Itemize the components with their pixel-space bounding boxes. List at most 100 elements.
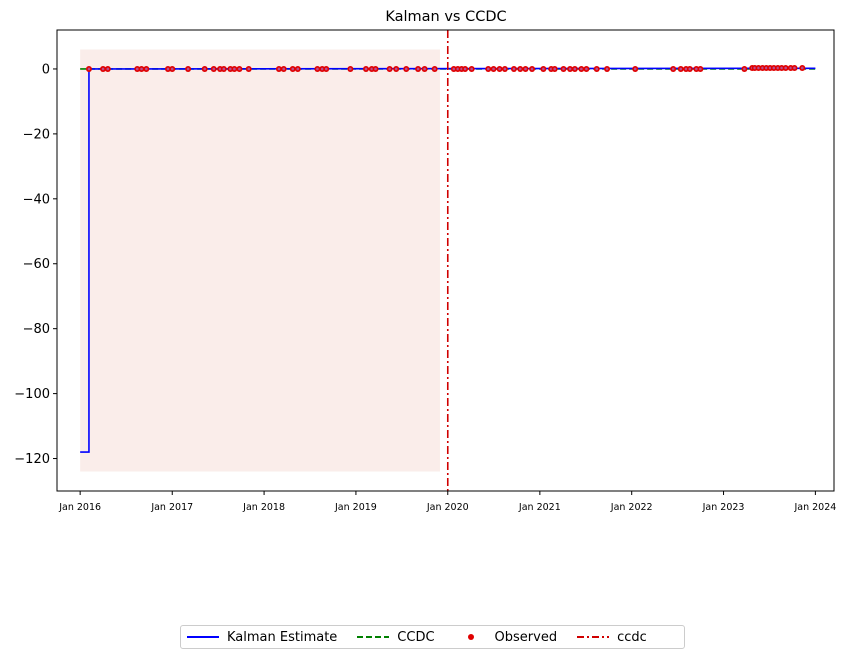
observed-point-core bbox=[238, 67, 241, 71]
observed-point-core bbox=[789, 66, 793, 70]
observed-point-core bbox=[135, 67, 139, 71]
observed-point-core bbox=[633, 67, 637, 71]
observed-point-core bbox=[316, 67, 319, 71]
legend-item-ccdc-break: ccdc bbox=[577, 630, 647, 645]
x-axis-ticks: Jan 2016 Jan 2017 Jan 2018 Jan 2019 Jan 2020… bbox=[58, 491, 836, 513]
legend: Kalman Estimate CCDC Observed ccdc bbox=[180, 625, 685, 649]
observed-point-core bbox=[524, 67, 527, 71]
observed-point-core bbox=[605, 67, 609, 71]
observed-point-core bbox=[568, 67, 572, 71]
series-layer bbox=[80, 30, 816, 491]
y-tick-label: −100 bbox=[14, 387, 50, 402]
legend-line-green-dashed bbox=[357, 636, 390, 638]
observed-point-core bbox=[503, 67, 507, 71]
observed-point-core bbox=[761, 66, 764, 70]
observed-point-core bbox=[765, 66, 768, 70]
legend-line-red-dashdot bbox=[577, 636, 610, 638]
observed-point-core bbox=[320, 67, 324, 71]
legend-item-kalman: Kalman Estimate bbox=[187, 630, 337, 645]
observed-point-core bbox=[695, 67, 698, 71]
observed-point-core bbox=[463, 67, 467, 71]
observed-point-core bbox=[233, 67, 236, 71]
observed-point-core bbox=[486, 67, 490, 71]
x-tick-label: Jan 2021 bbox=[518, 502, 561, 513]
observed-point-core bbox=[518, 67, 522, 71]
observed-point-core bbox=[394, 67, 398, 71]
observed-point-core bbox=[772, 66, 776, 70]
observed-point-core bbox=[573, 67, 577, 71]
observed-point-core bbox=[222, 67, 226, 71]
observed-point-core bbox=[800, 66, 804, 70]
observed-point-core bbox=[776, 66, 780, 70]
observed-point-core bbox=[282, 67, 286, 71]
shaded-region bbox=[80, 49, 440, 472]
observed-point-core bbox=[753, 66, 757, 70]
observed-point-core bbox=[684, 67, 688, 71]
y-tick-label: −60 bbox=[23, 257, 50, 272]
observed-point-core bbox=[423, 67, 426, 71]
x-tick-label: Jan 2020 bbox=[426, 502, 469, 513]
chart-title: Kalman vs CCDC bbox=[385, 9, 506, 25]
observed-point-core bbox=[768, 66, 772, 70]
observed-point-core bbox=[349, 67, 352, 71]
legend-label-kalman: Kalman Estimate bbox=[227, 629, 338, 645]
observed-point-core bbox=[140, 67, 143, 71]
y-tick-label: −20 bbox=[23, 127, 50, 142]
x-tick-label: Jan 2023 bbox=[702, 502, 745, 513]
observed-point-core bbox=[166, 67, 170, 71]
legend-label-ccdc-fit: CCDC bbox=[397, 629, 435, 645]
observed-point-core bbox=[743, 67, 746, 71]
x-tick-label: Jan 2018 bbox=[242, 502, 285, 513]
observed-point-core bbox=[470, 67, 473, 71]
observed-point-core bbox=[498, 67, 501, 71]
observed-point-core bbox=[186, 67, 190, 71]
legend-label-observed: Observed bbox=[494, 629, 558, 645]
legend-marker-red-dot bbox=[467, 634, 474, 640]
x-tick-label: Jan 2019 bbox=[334, 502, 377, 513]
observed-point-core bbox=[218, 67, 222, 71]
observed-point-core bbox=[229, 67, 232, 71]
observed-point-core bbox=[492, 67, 495, 71]
observed-point-core bbox=[364, 67, 368, 71]
observed-point-core bbox=[512, 67, 516, 71]
legend-label-ccdc-break: ccdc bbox=[617, 629, 647, 645]
observed-point-core bbox=[580, 67, 583, 71]
y-tick-label: −120 bbox=[14, 452, 50, 467]
observed-point-core bbox=[388, 67, 391, 71]
legend-line-blue bbox=[187, 636, 219, 638]
observed-point-core bbox=[780, 66, 783, 70]
plot-frame bbox=[56, 29, 835, 492]
y-axis-ticks: 0 −20 −40 −60 −80 −100 −120 bbox=[14, 62, 57, 467]
observed-point-core bbox=[374, 67, 377, 71]
observed-point-core bbox=[679, 67, 683, 71]
observed-point-core bbox=[404, 67, 408, 71]
observed-point-core bbox=[671, 67, 675, 71]
y-tick-label: −40 bbox=[23, 192, 50, 207]
observed-point-core bbox=[542, 67, 545, 71]
observed-point-core bbox=[277, 67, 281, 71]
x-tick-label: Jan 2024 bbox=[793, 502, 836, 513]
observed-point-core bbox=[456, 67, 460, 71]
x-tick-label: Jan 2022 bbox=[610, 502, 653, 513]
observed-point-core bbox=[370, 67, 374, 71]
observed-point-core bbox=[553, 67, 557, 71]
observed-point-core bbox=[585, 67, 588, 71]
legend-item-ccdc-fit: CCDC bbox=[357, 629, 435, 645]
observed-point-core bbox=[291, 67, 295, 71]
observed-point-core bbox=[101, 67, 105, 71]
observed-point-core bbox=[562, 67, 565, 71]
y-tick-label: −80 bbox=[23, 322, 50, 337]
observed-point-core bbox=[433, 67, 436, 71]
observed-point-core bbox=[170, 67, 174, 71]
observed-point-core bbox=[416, 67, 420, 71]
observed-point-core bbox=[212, 67, 216, 71]
observed-point-core bbox=[784, 66, 787, 70]
observed-point-core bbox=[793, 66, 796, 70]
observed-point-core bbox=[699, 67, 702, 71]
observed-point-core bbox=[757, 66, 760, 70]
observed-point-core bbox=[595, 67, 599, 71]
y-tick-label: 0 bbox=[42, 62, 50, 77]
observed-point-core bbox=[452, 67, 456, 71]
observed-point-core bbox=[296, 67, 300, 71]
